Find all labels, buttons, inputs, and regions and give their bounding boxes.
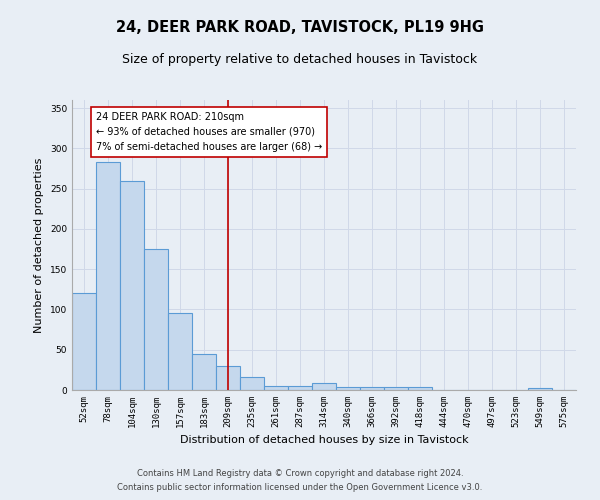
Y-axis label: Number of detached properties: Number of detached properties xyxy=(34,158,44,332)
Text: Size of property relative to detached houses in Tavistock: Size of property relative to detached ho… xyxy=(122,52,478,66)
Bar xyxy=(408,387,432,390)
Text: 24 DEER PARK ROAD: 210sqm
← 93% of detached houses are smaller (970)
7% of semi-: 24 DEER PARK ROAD: 210sqm ← 93% of detac… xyxy=(96,112,322,152)
X-axis label: Distribution of detached houses by size in Tavistock: Distribution of detached houses by size … xyxy=(179,436,469,446)
Text: 24, DEER PARK ROAD, TAVISTOCK, PL19 9HG: 24, DEER PARK ROAD, TAVISTOCK, PL19 9HG xyxy=(116,20,484,35)
Bar xyxy=(192,354,216,390)
Bar xyxy=(312,383,336,390)
Bar xyxy=(120,180,144,390)
Bar xyxy=(264,386,288,390)
Bar xyxy=(96,162,120,390)
Bar xyxy=(72,294,96,390)
Text: Contains HM Land Registry data © Crown copyright and database right 2024.: Contains HM Land Registry data © Crown c… xyxy=(137,468,463,477)
Bar xyxy=(528,388,552,390)
Bar xyxy=(384,387,408,390)
Text: Contains public sector information licensed under the Open Government Licence v3: Contains public sector information licen… xyxy=(118,484,482,492)
Bar xyxy=(360,387,384,390)
Bar xyxy=(144,249,168,390)
Bar xyxy=(240,377,264,390)
Bar xyxy=(168,314,192,390)
Bar xyxy=(288,386,312,390)
Bar xyxy=(336,387,360,390)
Bar xyxy=(216,366,240,390)
